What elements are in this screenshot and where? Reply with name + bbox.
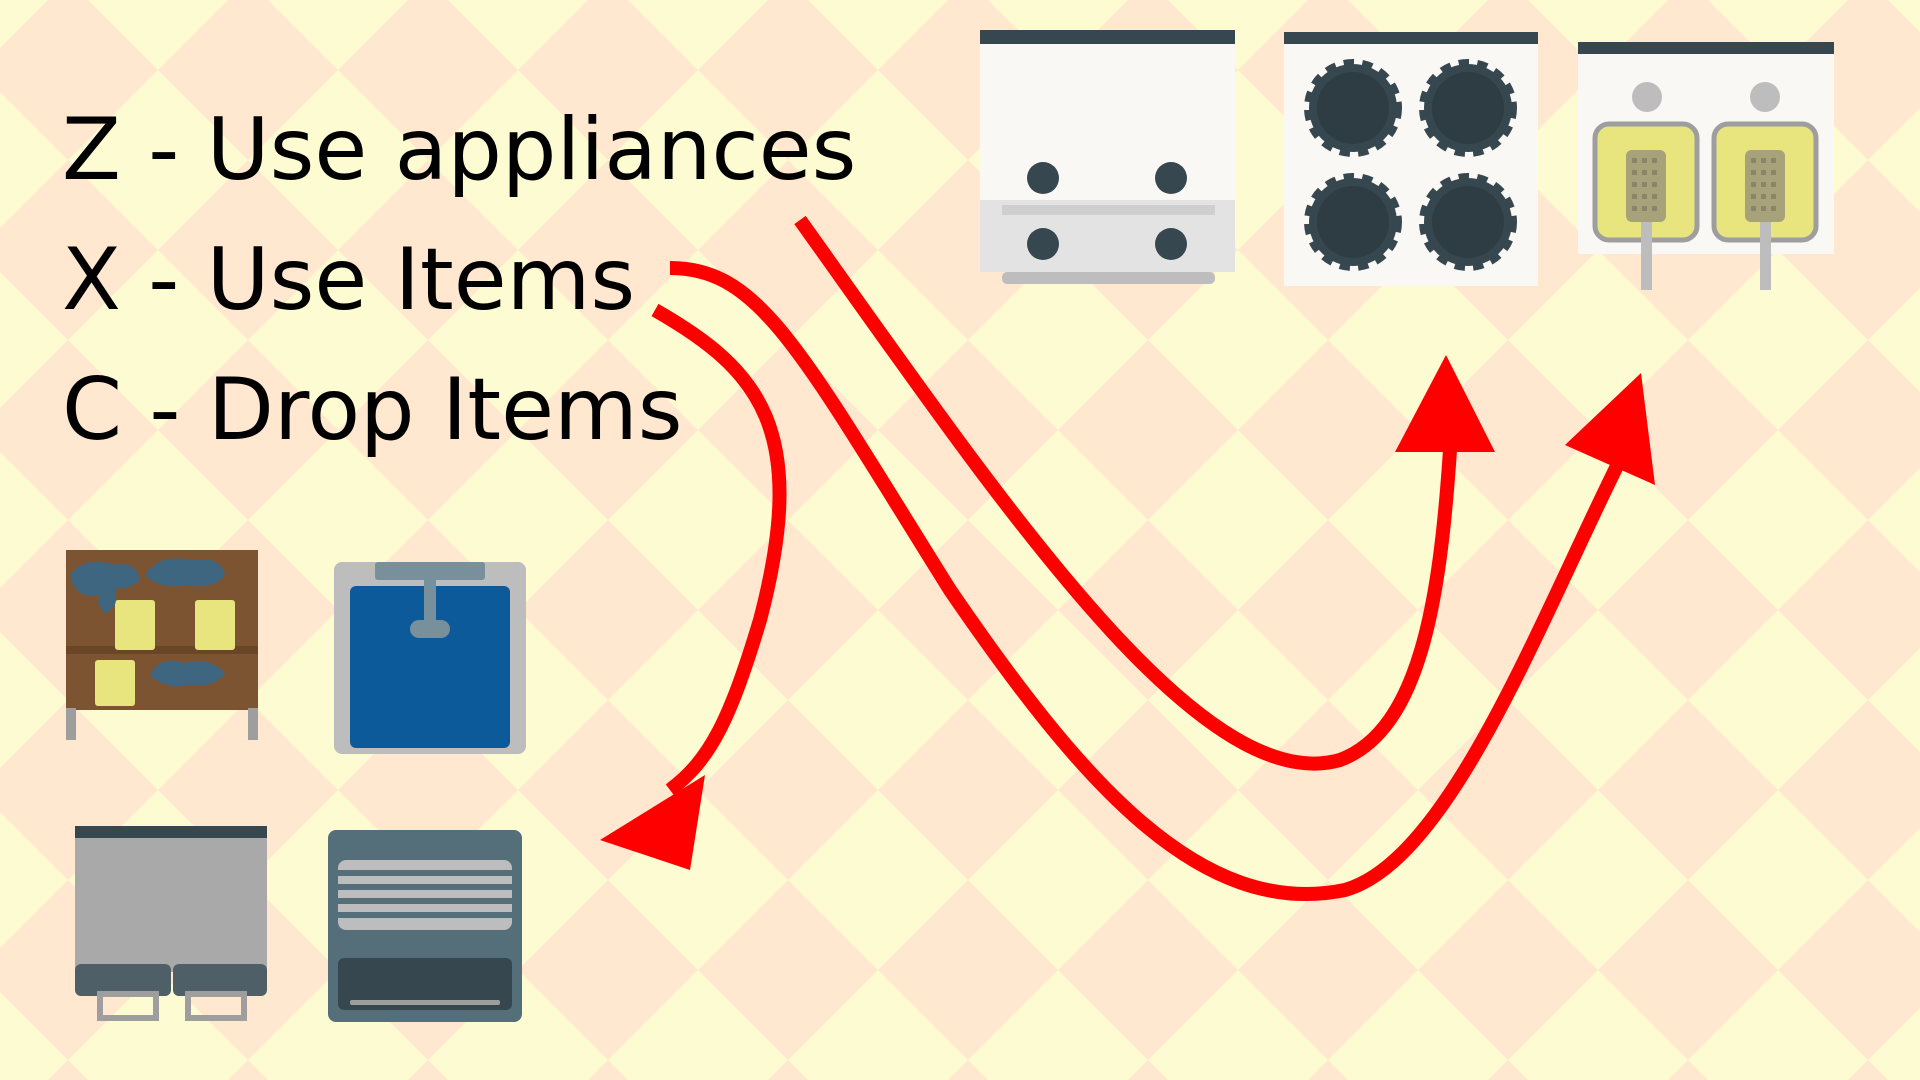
sink-icon (334, 562, 526, 754)
arrow-use-appliances (794, 215, 1495, 771)
stovetop-icon (1284, 32, 1538, 286)
deep-fryer-icon (1578, 42, 1834, 290)
control-x-label: X - Use Items (62, 230, 636, 330)
arrow-drop-items (600, 303, 787, 870)
oven-icon (980, 30, 1235, 284)
dish-rack-icon (66, 550, 258, 740)
arrow-use-items (669, 261, 1655, 902)
controls-legend: Z - Use appliances X - Use Items C - Dro… (62, 85, 857, 475)
trash-bin-icon (75, 826, 267, 1021)
control-z-label: Z - Use appliances (62, 100, 857, 200)
control-c-label: C - Drop Items (62, 360, 683, 460)
dishwasher-icon (328, 830, 522, 1022)
